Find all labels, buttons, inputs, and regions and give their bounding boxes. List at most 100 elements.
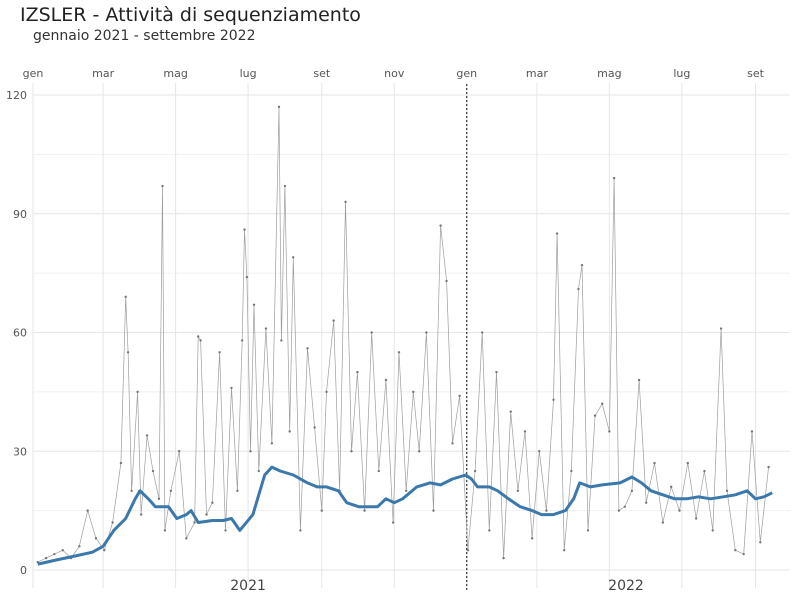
y-tick-label: 0 [20, 564, 27, 577]
daily-point [570, 469, 573, 473]
daily-point [126, 351, 130, 354]
y-tick-label: 120 [6, 89, 27, 102]
month-tick-label: lug [240, 67, 257, 80]
daily-point [136, 390, 139, 394]
daily-point [103, 549, 106, 552]
daily-point [130, 489, 133, 493]
month-tick-label: gen [23, 67, 44, 80]
daily-point [124, 295, 127, 299]
daily-point [325, 390, 328, 394]
daily-point [218, 351, 221, 354]
daily-point [356, 370, 359, 374]
daily-point [211, 501, 214, 504]
daily-point [320, 509, 323, 512]
daily-point [270, 442, 274, 445]
daily-point [538, 450, 541, 453]
moving-average-line [37, 465, 773, 566]
y-tick-label: 60 [13, 327, 27, 340]
daily-point [230, 386, 233, 390]
daily-point [425, 331, 428, 334]
daily-point [363, 509, 366, 512]
daily-point [418, 450, 421, 453]
chart-title: IZSLER - Attività di sequenziamento [20, 4, 361, 26]
daily-point [719, 327, 723, 330]
daily-point [370, 331, 373, 334]
daily-point [601, 402, 604, 405]
daily-point [196, 335, 200, 338]
daily-point [193, 521, 196, 524]
daily-series [36, 105, 770, 564]
daily-point [653, 461, 656, 465]
daily-point [252, 303, 256, 306]
daily-point [612, 176, 616, 180]
daily-point [205, 513, 208, 516]
daily-point [694, 517, 698, 520]
daily-point [432, 509, 435, 512]
daily-point [458, 394, 461, 398]
daily-point [703, 469, 706, 473]
daily-point [177, 450, 181, 453]
month-tick-label: set [313, 67, 330, 80]
daily-point [280, 339, 283, 342]
daily-point [509, 410, 512, 413]
daily-point [473, 469, 477, 473]
daily-point [645, 501, 648, 504]
daily-point [669, 485, 673, 489]
daily-point [623, 505, 627, 508]
y-tick-label: 30 [13, 445, 27, 458]
daily-point [299, 529, 302, 532]
daily-point [151, 469, 155, 473]
daily-point [94, 537, 98, 540]
daily-point [404, 489, 408, 493]
daily-point [725, 489, 729, 493]
month-tick-label: mag [163, 67, 187, 80]
daily-point [545, 509, 548, 512]
moving-average-series [37, 465, 773, 566]
daily-point [586, 529, 590, 532]
daily-point [243, 228, 246, 231]
daily-point [686, 461, 689, 465]
daily-point [157, 497, 161, 500]
daily-point [397, 351, 401, 354]
daily-line [37, 106, 769, 563]
axis-ticks: 0 30 60 90 120 gen mar mag lug set nov gen mar mag lug… [6, 67, 765, 594]
daily-point [283, 184, 287, 188]
daily-point [277, 105, 281, 109]
daily-point [350, 450, 353, 453]
daily-point [161, 184, 164, 188]
daily-point [306, 347, 309, 350]
month-tick-label: mar [92, 67, 114, 80]
daily-point [313, 426, 316, 429]
daily-point [86, 509, 89, 512]
grid-lines [32, 83, 790, 588]
daily-point [630, 489, 634, 493]
daily-point [563, 549, 566, 552]
daily-point [516, 489, 520, 493]
month-tick-label: mar [526, 67, 548, 80]
daily-point [439, 224, 442, 227]
daily-point [391, 521, 395, 524]
daily-point [249, 450, 252, 453]
daily-point [185, 537, 188, 540]
daily-point [288, 430, 291, 433]
month-tick-label: nov [384, 67, 405, 80]
month-tick-label: mag [597, 67, 621, 80]
daily-point [577, 287, 580, 291]
daily-point [502, 556, 505, 560]
daily-point [617, 509, 621, 512]
daily-point [530, 537, 534, 540]
daily-point [53, 552, 56, 556]
daily-point [257, 469, 260, 473]
daily-point [451, 442, 454, 445]
daily-point [332, 319, 335, 322]
daily-point [580, 264, 584, 267]
month-tick-label: set [747, 67, 764, 80]
daily-point [466, 549, 470, 552]
daily-point [245, 275, 249, 279]
daily-point [139, 513, 143, 516]
year-label: 2021 [230, 578, 266, 594]
month-tick-label: gen [456, 67, 477, 80]
daily-point [163, 529, 167, 532]
daily-point [445, 279, 448, 283]
